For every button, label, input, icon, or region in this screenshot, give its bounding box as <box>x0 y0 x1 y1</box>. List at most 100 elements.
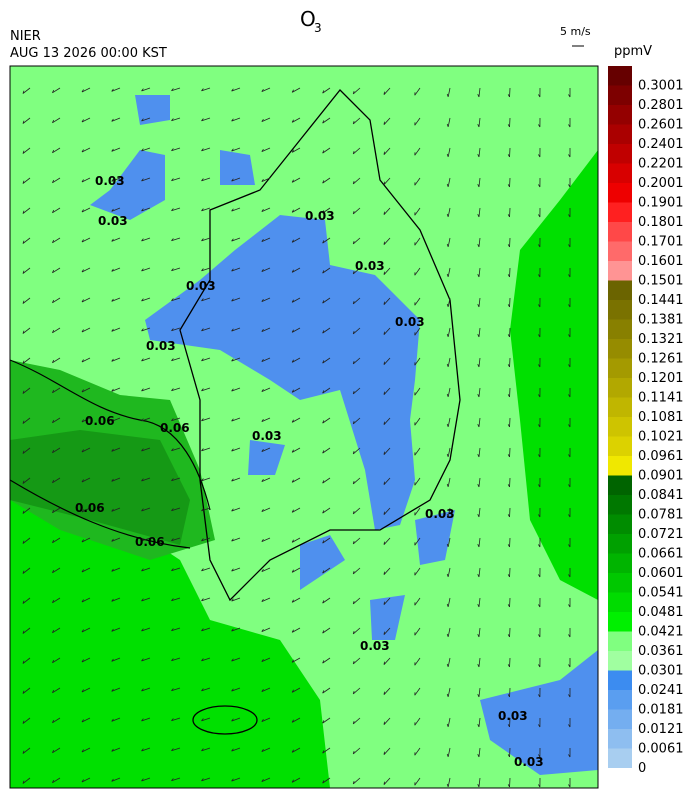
wind-arrow <box>171 777 181 782</box>
wind-arrow <box>383 507 391 515</box>
wind-arrow <box>446 177 451 187</box>
colorbar-box <box>608 690 632 710</box>
wind-arrow <box>507 297 511 308</box>
colorbar-box <box>608 183 632 203</box>
wind-arrow <box>414 717 421 726</box>
contour-label: 0.03 <box>146 339 176 353</box>
colorbar-box <box>608 280 632 300</box>
contour-label: 0.03 <box>252 429 282 443</box>
contour-label: 0.03 <box>355 259 385 273</box>
wind-arrow <box>507 597 511 608</box>
wind-arrow <box>171 747 181 752</box>
wind-arrow <box>141 627 151 632</box>
wind-arrow <box>446 597 451 607</box>
wind-arrow <box>507 357 511 368</box>
wind-arrow <box>568 567 571 578</box>
wind-arrow <box>171 567 181 572</box>
wind-arrow <box>291 507 301 513</box>
wind-arrow <box>201 777 211 782</box>
wind-arrow <box>568 687 571 698</box>
wind-arrow <box>414 777 421 786</box>
wind-arrow <box>231 417 241 422</box>
wind-arrow <box>22 207 31 214</box>
wind-arrow <box>111 117 121 122</box>
island <box>192 705 258 735</box>
wind-arrow <box>81 87 91 93</box>
wind-arrow <box>171 627 181 632</box>
wind-arrow <box>141 657 151 662</box>
wind-arrow <box>81 207 91 213</box>
wind-arrow <box>261 117 271 123</box>
colorbar-box <box>608 85 632 105</box>
wind-arrow <box>201 117 211 122</box>
wind-arrow <box>414 207 421 216</box>
wind-arrow <box>507 687 511 698</box>
wind-arrow <box>568 537 571 548</box>
wind-arrow <box>52 117 61 124</box>
contour-label: 0.03 <box>514 755 544 769</box>
wind-arrow <box>261 507 271 513</box>
colorbar-box <box>608 729 632 749</box>
wind-arrow <box>568 417 571 428</box>
wind-arrow <box>414 177 421 186</box>
wind-arrow <box>507 147 511 158</box>
wind-arrow <box>171 327 181 332</box>
wind-arrow <box>52 717 61 724</box>
wind-arrow <box>171 657 181 662</box>
wind-arrow <box>52 597 61 604</box>
wind-arrow <box>171 87 181 92</box>
wind-arrow <box>261 357 271 363</box>
wind-arrow <box>291 417 301 423</box>
wind-arrow <box>477 687 481 698</box>
wind-arrow <box>201 87 211 92</box>
wind-arrow <box>201 567 211 572</box>
wind-arrow <box>477 627 481 638</box>
wind-arrow <box>22 627 31 634</box>
wind-arrow <box>507 177 511 188</box>
wind-arrow <box>352 87 361 95</box>
wind-arrow <box>507 627 511 638</box>
wind-arrow <box>352 147 361 155</box>
wind-arrow <box>231 447 241 452</box>
colorbar-box <box>608 124 632 144</box>
wind-arrow <box>446 447 451 457</box>
wind-arrow <box>538 237 541 248</box>
wind-arrow <box>507 507 511 518</box>
wind-arrow <box>291 477 301 483</box>
wind-arrow <box>231 567 241 572</box>
wind-arrow <box>383 297 391 305</box>
wind-arrow <box>81 687 91 693</box>
wind-arrow <box>477 327 481 338</box>
wind-arrow <box>538 297 541 308</box>
wind-arrow <box>81 147 91 153</box>
wind-arrow <box>111 627 121 632</box>
wind-arrow <box>538 507 541 518</box>
wind-arrow <box>322 717 331 724</box>
wind-arrow <box>414 237 421 246</box>
wind-arrow <box>352 567 361 575</box>
wind-arrow <box>538 477 541 488</box>
colorbar-box <box>608 612 632 632</box>
wind-arrow <box>141 267 151 272</box>
wind-arrow <box>81 357 91 363</box>
wind-arrow <box>231 237 241 242</box>
wind-arrow <box>383 147 391 155</box>
wind-arrow <box>383 777 391 785</box>
wind-arrow <box>477 717 481 728</box>
wind-arrow <box>322 237 331 244</box>
wind-arrow <box>507 117 511 128</box>
wind-arrow <box>231 717 241 722</box>
colorbar-box <box>608 534 632 554</box>
wind-arrow <box>568 507 571 518</box>
wind-arrow <box>22 597 31 604</box>
wind-arrow <box>352 417 361 425</box>
wind-arrow <box>568 327 571 338</box>
map-frame <box>9 65 599 789</box>
wind-arrow <box>538 687 541 698</box>
wind-arrow <box>261 387 271 393</box>
colorbar-label: 0.0541 <box>638 586 684 601</box>
contour-labels: 0.03 0.03 0.03 0.03 0.03 0.03 0.03 0.03 0.06 0.06… <box>75 174 544 769</box>
wind-arrow <box>538 387 541 398</box>
colorbar-label: 0.2801 <box>638 98 684 113</box>
